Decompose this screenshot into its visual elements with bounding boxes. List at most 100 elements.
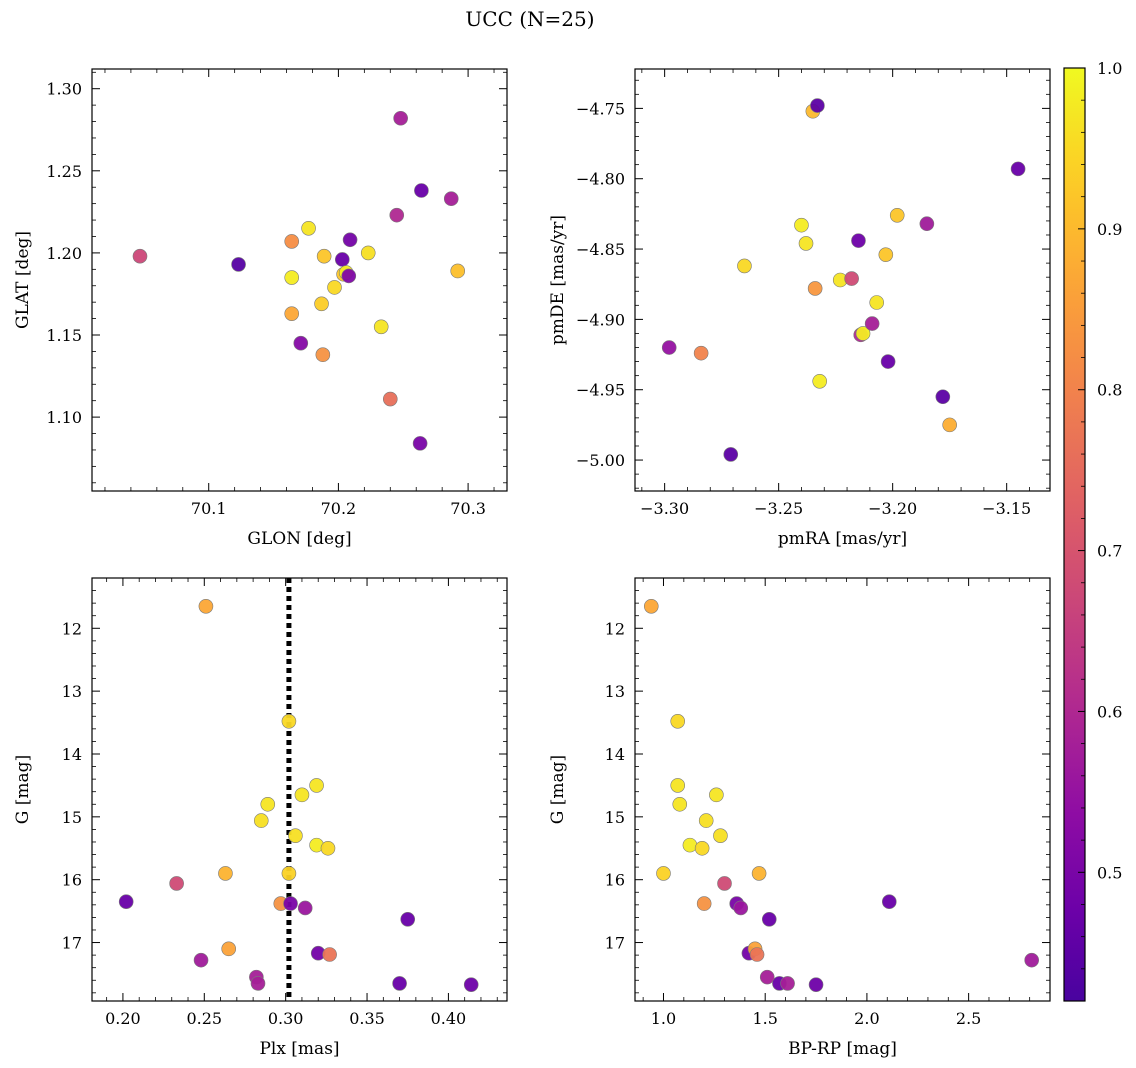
x-tick-label: 1.5 — [752, 1009, 777, 1028]
data-point — [881, 894, 897, 909]
data-point — [463, 977, 479, 992]
x-tick-label: 0.20 — [105, 1009, 141, 1028]
data-point — [682, 837, 698, 853]
data-point — [132, 248, 148, 264]
data-point — [670, 778, 686, 793]
data-point — [851, 233, 866, 248]
data-point — [751, 866, 767, 881]
colorbar-tick-label: 0.6 — [1097, 702, 1122, 721]
data-point — [284, 270, 300, 285]
data-point — [698, 813, 714, 828]
data-point — [1010, 161, 1026, 177]
data-point — [284, 234, 300, 249]
data-point — [414, 183, 429, 198]
y-axis-label: G [mag] — [548, 755, 568, 824]
y-tick-label: 17 — [62, 934, 82, 953]
y-tick-label: −4.85 — [576, 240, 625, 259]
y-tick-label: −4.75 — [576, 99, 625, 118]
data-point — [864, 316, 880, 331]
y-tick-label: 16 — [62, 871, 82, 890]
data-point — [643, 598, 659, 614]
data-point — [723, 447, 739, 462]
y-tick-label: 14 — [62, 745, 82, 764]
data-point — [218, 866, 233, 881]
data-point — [759, 969, 775, 985]
data-point — [717, 876, 732, 891]
x-tick-label: 2.5 — [956, 1009, 981, 1028]
data-point — [198, 598, 214, 614]
y-tick-label: 13 — [62, 682, 82, 701]
x-tick-label: 0.30 — [268, 1009, 304, 1028]
x-tick-label: 70.3 — [450, 499, 486, 518]
y-tick-label: 1.25 — [46, 162, 82, 181]
y-tick-label: 12 — [605, 619, 625, 638]
scatter-points — [661, 98, 1026, 462]
y-tick-label: 1.10 — [46, 408, 82, 427]
x-tick-label: 2.0 — [854, 1009, 879, 1028]
data-point — [334, 252, 350, 267]
data-point — [693, 345, 709, 361]
data-point — [314, 296, 329, 312]
data-point — [392, 976, 407, 991]
data-point — [315, 347, 331, 363]
data-point — [320, 840, 336, 856]
x-axis-label: GLON [deg] — [247, 529, 351, 549]
panel-proper-motion: −3.30 −3.25 −3.20 −3.15 −5.00 −4.95 −4.90 −4.85… — [548, 68, 1051, 549]
data-point — [288, 828, 303, 843]
y-tick-label: −4.95 — [576, 381, 625, 400]
data-point — [761, 911, 777, 927]
data-point — [656, 866, 671, 881]
y-axis-label: pmDE [mas/yr] — [548, 215, 568, 345]
data-point — [309, 778, 324, 793]
x-tick-label: 0.40 — [431, 1009, 467, 1028]
plot-frame — [634, 68, 1051, 492]
x-tick-label: 70.2 — [321, 499, 357, 518]
data-point — [694, 840, 710, 856]
data-point — [293, 335, 309, 351]
y-tick-label: 13 — [605, 682, 625, 701]
data-point — [253, 813, 269, 828]
y-tick-label: 1.30 — [46, 80, 82, 99]
x-tick-label: 0.25 — [186, 1009, 222, 1028]
data-point — [878, 247, 894, 262]
x-tick-label: −3.15 — [982, 499, 1031, 518]
data-point — [341, 268, 357, 284]
plot-frame — [634, 577, 1051, 1002]
y-tick-label: 15 — [62, 808, 82, 827]
colorbar-tick-label: 0.7 — [1097, 542, 1122, 561]
data-point — [733, 900, 749, 916]
data-point — [193, 952, 209, 968]
x-axis-label: BP-RP [mag] — [788, 1039, 897, 1059]
panel-plx-vs-g: 0.20 0.25 0.30 0.35 0.40 12 13 14 15 16 17 Plx [mas… — [13, 577, 508, 1059]
data-point — [281, 714, 297, 729]
data-point — [393, 110, 408, 126]
scatter-points — [643, 598, 1039, 992]
scatter-points — [132, 110, 466, 451]
data-point — [855, 326, 871, 341]
data-point — [169, 876, 184, 891]
data-point — [737, 258, 752, 274]
data-point — [322, 947, 337, 962]
data-point — [919, 216, 935, 232]
y-tick-label: 15 — [605, 808, 625, 827]
data-point — [342, 232, 358, 248]
data-point — [281, 866, 297, 881]
plot-frame — [91, 577, 508, 1002]
data-point — [389, 207, 405, 223]
data-point — [250, 976, 266, 991]
data-point — [284, 306, 300, 321]
data-point — [231, 257, 246, 272]
data-point — [880, 354, 896, 369]
colorbar-tick-label: 1.0 — [1097, 59, 1122, 78]
data-point — [373, 319, 389, 335]
colorbar-tick-label: 0.5 — [1097, 863, 1122, 882]
y-tick-label: −4.90 — [576, 310, 625, 329]
data-point — [283, 896, 298, 911]
scatter-points — [118, 598, 479, 992]
colorbar: 0.5 0.6 0.7 0.8 0.9 1.0 — [1063, 59, 1122, 1002]
x-tick-label: 70.1 — [191, 499, 227, 518]
data-point — [798, 236, 814, 251]
plot-frame — [91, 68, 508, 492]
data-point — [382, 391, 398, 407]
data-point — [297, 900, 313, 916]
